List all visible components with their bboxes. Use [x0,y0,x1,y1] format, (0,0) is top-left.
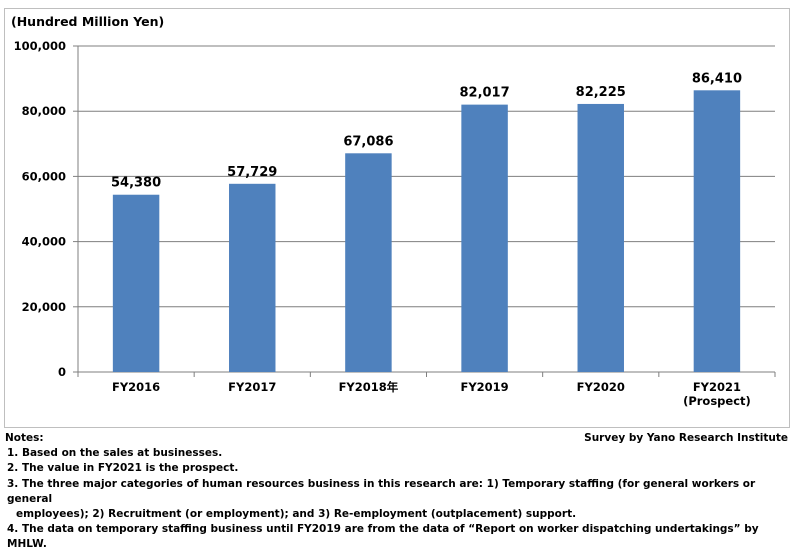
bar [577,103,624,372]
data-label: 67,086 [343,134,393,149]
y-tick-label: 0 [58,365,66,379]
y-axis-unit-label: (Hundred Million Yen) [11,14,165,29]
x-tick-label: FY2016 [112,380,160,394]
chart-frame [4,8,790,428]
data-label: 82,017 [459,86,509,101]
note-line: 3. The three major categories of human r… [7,477,756,505]
data-label: 86,410 [692,71,742,86]
note-item: 4. The data on temporary staffing busine… [7,522,790,552]
bar [345,153,392,372]
notes-title: Notes: [5,432,44,444]
chart-footer: Notes: Survey by Yano Research Institute… [5,431,790,553]
note-line: 4. The data on temporary staffing busine… [7,523,759,551]
bar [229,183,276,372]
gridlines [73,45,775,373]
note-line: employees); 2) Recruitment (or employmen… [16,508,577,521]
notes-list: 1. Based on the sales at businesses. 2. T… [5,446,790,552]
note-item: 3. The three major categories of human r… [7,477,790,523]
x-tick-label: FY2021 (Prospect) [683,380,751,408]
data-label: 57,729 [227,165,277,180]
y-tick-label: 40,000 [22,235,66,249]
y-tick-label: 20,000 [22,300,66,314]
bars [112,90,741,373]
x-tick-label: FY2018年 [339,380,399,394]
x-tick-label: FY2019 [460,380,508,394]
source-credit: Survey by Yano Research Institute [584,432,788,444]
y-tick-label: 60,000 [22,169,66,183]
note-line: 2. The value in FY2021 is the prospect. [7,462,239,475]
data-label: 82,225 [576,85,626,100]
y-tick-label: 80,000 [22,104,66,118]
bar [693,90,741,372]
x-axis-ticks: FY2016 FY2017 FY2018年 FY2019 FY2020 FY2021 (Pr… [77,372,776,408]
x-tick-label: FY2020 [577,380,625,394]
y-tick-label: 100,000 [14,39,66,53]
y-axis-ticks: 0 20,000 40,000 60,000 80,000 100,000 [14,39,66,379]
note-line: 1. Based on the sales at businesses. [7,447,223,460]
note-item: 1. Based on the sales at businesses. [7,446,790,461]
bar [461,104,508,373]
bar [112,194,160,372]
x-tick-label: FY2017 [228,380,276,394]
data-labels: 54,380 57,729 67,086 82,017 82,225 86,410 [111,71,742,190]
data-label: 54,380 [111,176,161,191]
note-item: 2. The value in FY2021 is the prospect. [7,461,790,476]
